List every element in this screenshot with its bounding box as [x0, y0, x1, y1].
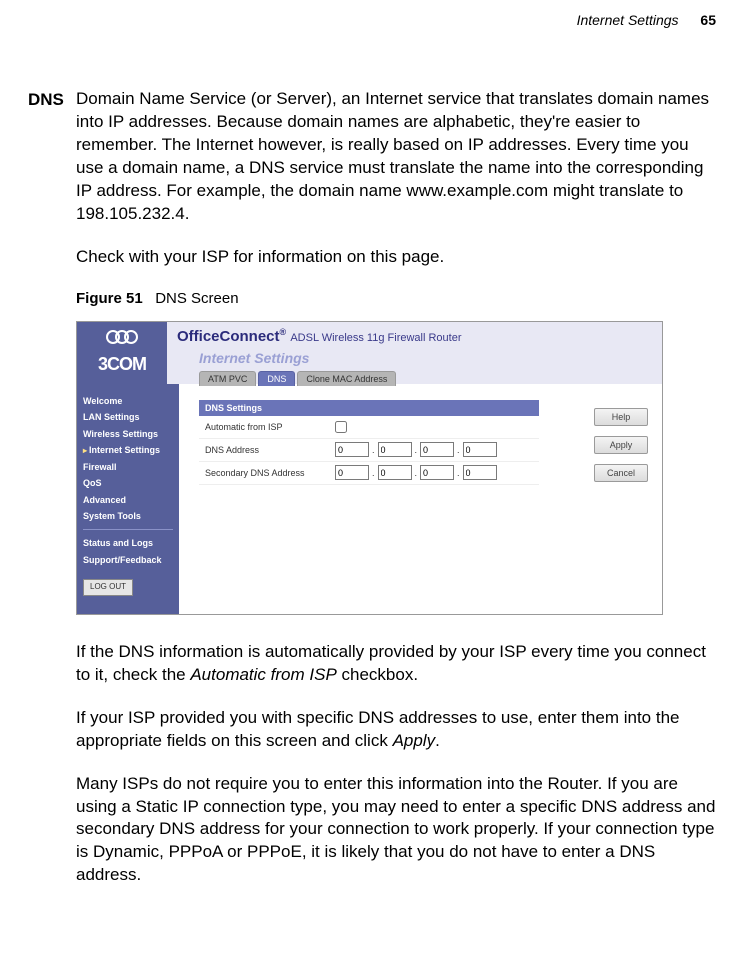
figure-label: Figure 51 DNS Screen: [76, 289, 720, 309]
label-secondary-dns: Secondary DNS Address: [205, 467, 335, 479]
dns-octet-3[interactable]: [420, 442, 454, 457]
sidebar-item-wireless[interactable]: Wireless Settings: [83, 427, 173, 441]
brand-logo-text: 3COM: [98, 352, 146, 376]
label-automatic: Automatic from ISP: [205, 421, 335, 433]
sec-dns-octet-3[interactable]: [420, 465, 454, 480]
brand-logo-block: 3COM: [77, 322, 167, 384]
dns-octet-4[interactable]: [463, 442, 497, 457]
sidebar-item-system[interactable]: System Tools: [83, 509, 173, 523]
sidebar-item-firewall[interactable]: Firewall: [83, 460, 173, 474]
product-subtitle: ADSL Wireless 11g Firewall Router: [290, 332, 461, 344]
paragraph-specific-dns: If your ISP provided you with specific D…: [76, 707, 720, 753]
label-dns-address: DNS Address: [205, 444, 335, 456]
sidebar-item-qos[interactable]: QoS: [83, 476, 173, 490]
sec-dns-octet-1[interactable]: [335, 465, 369, 480]
margin-heading: DNS: [28, 88, 76, 110]
paragraph-auto-isp: If the DNS information is automatically …: [76, 641, 720, 687]
sec-dns-octet-4[interactable]: [463, 465, 497, 480]
sidebar-item-welcome[interactable]: Welcome: [83, 394, 173, 408]
dns-settings-panel: DNS Settings Automatic from ISP DNS Addr…: [199, 400, 539, 485]
automatic-from-isp-checkbox[interactable]: [335, 421, 347, 433]
panel-title: DNS Settings: [199, 400, 539, 416]
tab-bar: ATM PVC DNS Clone MAC Address: [199, 371, 652, 386]
tab-dns[interactable]: DNS: [258, 371, 295, 386]
figure-number: Figure 51: [76, 290, 143, 307]
header-section: Internet Settings: [577, 12, 679, 28]
running-header: Internet Settings 65: [28, 12, 720, 28]
row-automatic: Automatic from ISP: [199, 416, 539, 439]
paragraph-isp-note: Many ISPs do not require you to enter th…: [76, 773, 720, 888]
logout-button[interactable]: LOG OUT: [83, 579, 133, 596]
product-brand: OfficeConnect: [177, 328, 280, 345]
section-title: Internet Settings: [199, 349, 652, 368]
tab-clone-mac[interactable]: Clone MAC Address: [297, 371, 396, 386]
tab-atm-pvc[interactable]: ATM PVC: [199, 371, 256, 386]
sidebar-item-support[interactable]: Support/Feedback: [83, 553, 173, 567]
figure-caption: DNS Screen: [155, 290, 238, 307]
product-title: OfficeConnect® ADSL Wireless 11g Firewal…: [177, 326, 652, 347]
help-button[interactable]: Help: [594, 408, 648, 426]
row-secondary-dns: Secondary DNS Address ...: [199, 462, 539, 485]
apply-button[interactable]: Apply: [594, 436, 648, 454]
content-column: Domain Name Service (or Server), an Inte…: [76, 88, 720, 907]
dns-screenshot: 3COM OfficeConnect® ADSL Wireless 11g Fi…: [76, 321, 663, 615]
sidebar-item-lan[interactable]: LAN Settings: [83, 410, 173, 424]
action-buttons: Help Apply Cancel: [594, 400, 648, 482]
sec-dns-octet-2[interactable]: [378, 465, 412, 480]
paragraph-isp-check: Check with your ISP for information on t…: [76, 246, 720, 269]
sidebar-item-internet[interactable]: Internet Settings: [83, 443, 173, 458]
dns-octet-2[interactable]: [378, 442, 412, 457]
cancel-button[interactable]: Cancel: [594, 464, 648, 482]
page-number: 65: [700, 12, 716, 28]
paragraph-intro: Domain Name Service (or Server), an Inte…: [76, 88, 720, 226]
sidebar-item-advanced[interactable]: Advanced: [83, 493, 173, 507]
rings-icon: [105, 329, 139, 350]
dns-octet-1[interactable]: [335, 442, 369, 457]
sidebar-nav: Welcome LAN Settings Wireless Settings I…: [77, 384, 179, 614]
row-dns-address: DNS Address ...: [199, 439, 539, 462]
sidebar-divider: [83, 529, 173, 530]
sidebar-item-status[interactable]: Status and Logs: [83, 536, 173, 550]
